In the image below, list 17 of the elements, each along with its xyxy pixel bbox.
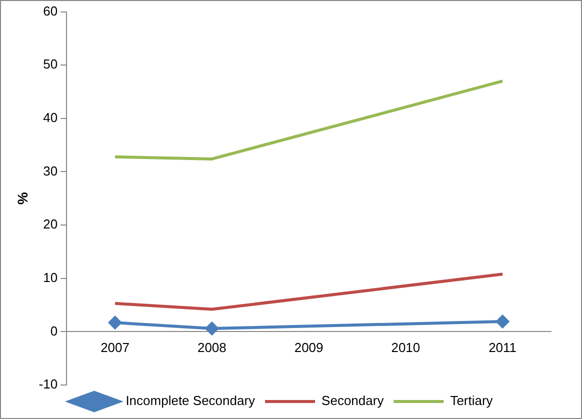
- y-tick-label: 40: [43, 110, 58, 126]
- x-tick-label: 2010: [391, 340, 420, 356]
- legend-label: Secondary: [322, 393, 384, 408]
- y-axis-title: %: [14, 192, 30, 205]
- y-tick-label: 60: [43, 3, 58, 18]
- y-tick-label: -10: [38, 376, 58, 392]
- legend-label: Incomplete Secondary: [126, 393, 256, 408]
- y-tick-label: 30: [43, 163, 58, 178]
- y-tick-label: 20: [43, 216, 58, 232]
- x-tick-label: 2007: [100, 340, 130, 356]
- y-tick-label: 10: [43, 270, 58, 285]
- x-tick-label: 2009: [294, 340, 324, 356]
- y-tick-label: 50: [43, 56, 58, 72]
- x-tick-label: 2011: [488, 340, 517, 356]
- legend-label: Tertiary: [450, 393, 494, 408]
- y-tick-label: 0: [50, 323, 58, 338]
- x-tick-label: 2008: [197, 340, 226, 356]
